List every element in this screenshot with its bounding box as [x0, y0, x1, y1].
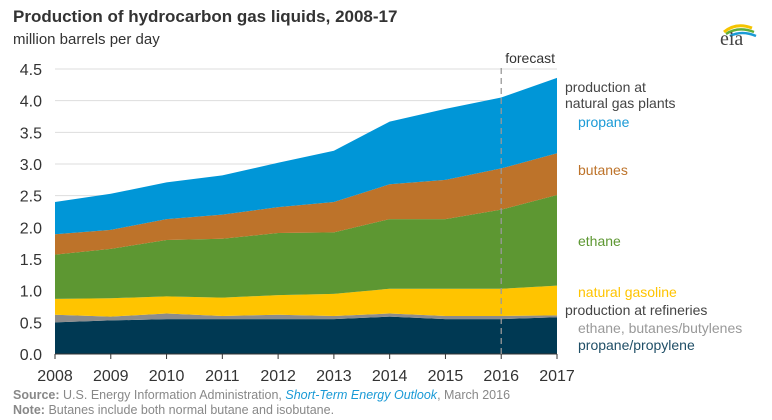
legend-group-plants: production at natural gas plants — [565, 79, 676, 111]
area-natural-gasoline — [55, 285, 557, 317]
legend-natural-gasoline: natural gasoline — [578, 284, 677, 300]
y-tick-label: 2.5 — [20, 189, 42, 206]
legend-ethane-butylenes: ethane, butanes/butylenes — [578, 320, 743, 336]
legend-propane-propylene: propane/propylene — [578, 337, 695, 353]
source-date: , March 2016 — [437, 388, 511, 402]
forecast-label: forecast — [505, 50, 555, 66]
y-tick-label: 4.5 — [20, 62, 42, 79]
x-tick-label: 2016 — [483, 368, 519, 385]
source-link[interactable]: Short-Term Energy Outlook — [285, 388, 438, 402]
area-propane-propylene — [55, 316, 557, 354]
area-propane — [55, 77, 557, 235]
note-text: Butanes include both normal butane and i… — [48, 403, 335, 417]
x-tick-label: 2015 — [428, 368, 464, 385]
area-ethane — [55, 195, 557, 299]
source-line: Source: U.S. Energy Information Administ… — [13, 388, 510, 402]
y-tick-label: 1.5 — [20, 252, 42, 269]
chart-title: Production of hydrocarbon gas liquids, 2… — [13, 7, 398, 26]
legend-ethane: ethane — [578, 233, 621, 249]
area-ethane-butanes-butylenes — [55, 313, 557, 323]
x-tick-label: 2010 — [149, 368, 185, 385]
area-butanes — [55, 153, 557, 255]
y-tick-label: 1.0 — [20, 284, 42, 301]
x-tick-label: 2011 — [205, 368, 240, 385]
y-tick-label: 3.0 — [20, 157, 42, 174]
y-tick-label: 0.0 — [20, 347, 42, 364]
eia-logo: eia — [718, 20, 758, 50]
legend-group-refineries: production at refineries — [565, 302, 708, 318]
y-tick-label: 2.0 — [20, 220, 42, 237]
source-label: Source: — [13, 388, 60, 402]
x-tick-label: 2013 — [316, 368, 352, 385]
x-tick-label: 2009 — [93, 368, 129, 385]
legend-butanes: butanes — [578, 162, 628, 178]
chart-subtitle: million barrels per day — [13, 31, 160, 48]
note-line: Note: Butanes include both normal butane… — [13, 403, 334, 417]
y-tick-label: 3.5 — [20, 125, 42, 142]
note-label: Note: — [13, 403, 45, 417]
x-tick-label: 2014 — [372, 368, 408, 385]
x-tick-label: 2008 — [37, 368, 73, 385]
y-tick-label: 4.0 — [20, 94, 42, 111]
legend-propane: propane — [578, 114, 630, 130]
y-tick-label: 0.5 — [20, 315, 42, 332]
x-tick-label: 2017 — [539, 368, 575, 385]
source-text: U.S. Energy Information Administration, — [63, 388, 282, 402]
x-tick-label: 2012 — [260, 368, 296, 385]
